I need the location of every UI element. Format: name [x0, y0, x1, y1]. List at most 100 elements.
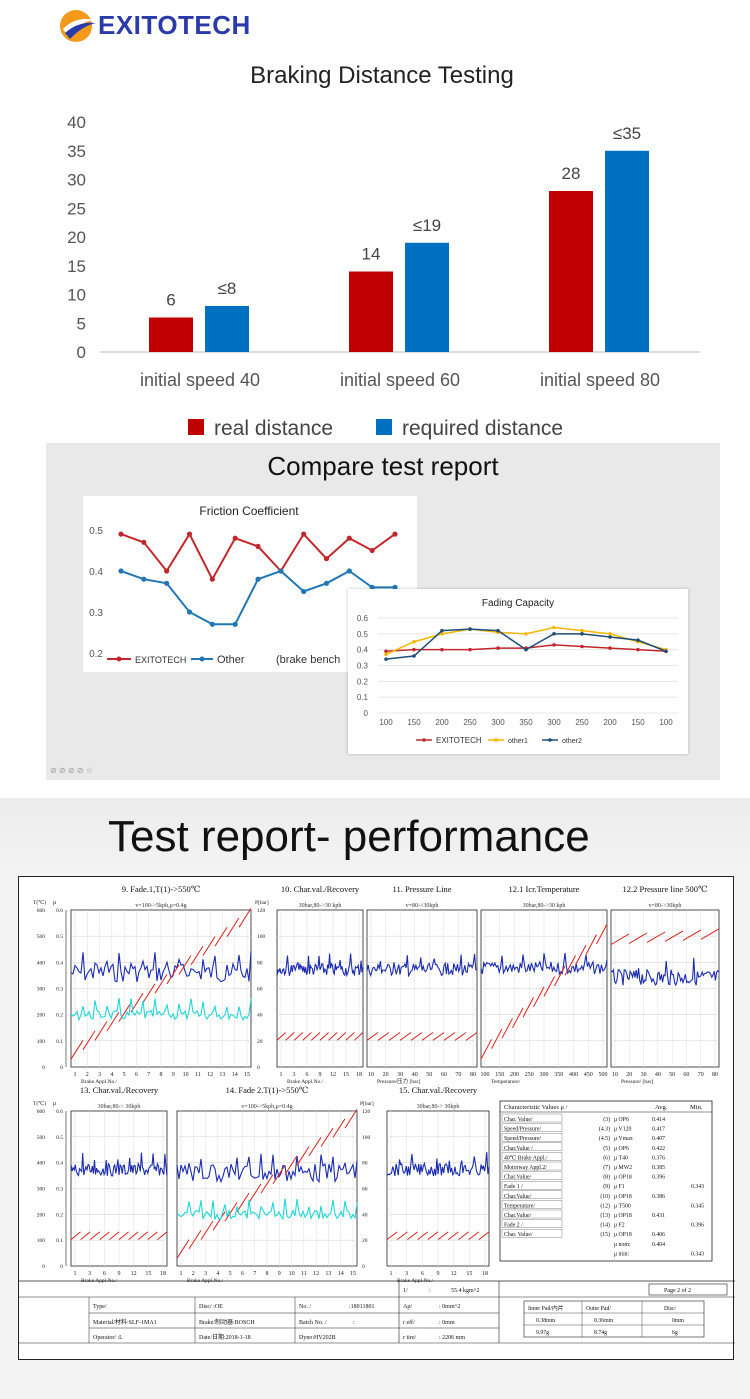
table-row-index: (5)	[603, 1145, 610, 1152]
fading-point	[440, 647, 444, 652]
t-tick-label: 300	[37, 1187, 46, 1193]
table-row-avg: 0.376	[652, 1155, 665, 1161]
fading-point	[552, 632, 556, 636]
table-cell-box	[501, 1142, 563, 1151]
pad-table-cell: 0.38mm	[536, 1318, 556, 1324]
table-header-avg: Avg.	[655, 1104, 668, 1111]
table-row-avg: 0.385	[652, 1165, 665, 1171]
mu-trace	[386, 1152, 490, 1177]
compare-report-title: Compare test report	[267, 451, 499, 481]
performance-title: Test report- performance	[108, 812, 590, 861]
footer-disc: Disc/ :OE	[199, 1304, 223, 1310]
fading-legend-marker-1	[422, 738, 426, 742]
t-tick-label: 0	[42, 1065, 45, 1071]
fading-point	[664, 649, 668, 654]
x-tick-label: 1	[74, 1271, 77, 1277]
x-tick-label: 10	[289, 1271, 295, 1277]
fading-point	[552, 643, 556, 647]
friction-point	[141, 539, 147, 545]
table-row-symbol: μ Vmax	[614, 1136, 633, 1142]
table-row-index: (4.3)	[599, 1126, 610, 1133]
fading-legend-marker-3	[548, 738, 552, 742]
fading-point	[468, 627, 472, 631]
friction-y-tick: 0.5	[89, 526, 103, 537]
table-row-name: Speed/Pressure/	[504, 1127, 541, 1133]
fading-point	[608, 635, 612, 639]
temperature-trace	[70, 1231, 168, 1240]
bar-required-1	[205, 306, 249, 352]
table-row-index: (15)	[600, 1231, 610, 1238]
friction-point	[278, 568, 284, 574]
x-tick-label: 6	[135, 1072, 138, 1078]
friction-y-tick: 0.4	[89, 567, 103, 578]
footer-ap-value: : 0mm^2	[439, 1304, 460, 1310]
x-tick-label: 250	[525, 1072, 534, 1078]
friction-point	[186, 531, 193, 537]
x-tick-label: 14	[232, 1072, 238, 1078]
top-panel-title: 10. Char.val./Recovery	[281, 884, 360, 894]
x-tick-label: 4	[216, 1271, 219, 1277]
table-row-name: Motorway Appl.2/	[504, 1165, 547, 1171]
friction-y-tick: 0.3	[89, 608, 103, 619]
x-tick-label: 6	[241, 1271, 244, 1277]
footer-inertia-value: 55.4 kgm^2	[451, 1288, 479, 1294]
fading-point	[580, 644, 584, 649]
friction-point	[346, 568, 352, 574]
logo-mark-icon	[60, 10, 96, 42]
x-tick-label: 8	[160, 1072, 163, 1078]
fading-point	[580, 628, 584, 633]
p-tick-label: 60	[362, 1187, 368, 1193]
table-cell-box	[501, 1161, 563, 1171]
table-row-symbol: μ OP6	[614, 1146, 629, 1152]
footer-type: Type/	[93, 1304, 107, 1310]
bar-real-1	[149, 317, 193, 352]
table-row-symbol: μ F2	[614, 1223, 625, 1229]
table-row-avg: 0.417	[652, 1127, 665, 1133]
x-tick-label: 12	[330, 1072, 336, 1078]
table-row-min: 0.345	[691, 1203, 704, 1209]
table-row-index: (12)	[600, 1202, 610, 1209]
p-tick-label: 120	[257, 908, 266, 914]
p-axis-label: P[bar]	[360, 1101, 374, 1107]
table-row-name: Char.Value/	[504, 1213, 532, 1219]
x-tick-label: 10	[183, 1072, 189, 1078]
table-row-index: (6)	[603, 1154, 610, 1161]
friction-point	[232, 535, 238, 541]
fading-capacity-chart: Fading Capacity 0 0.1 0.2 0.3 0.4 0.5 0.6 100 150…	[357, 598, 678, 745]
bar-required-2	[405, 242, 449, 352]
braking-chart-title: Braking Distance Testing	[250, 62, 514, 89]
fading-point	[496, 646, 500, 650]
t-tick-label: 600	[37, 1109, 46, 1115]
fading-y-tick: 0.6	[357, 614, 369, 623]
y-tick-label: 30	[67, 171, 86, 190]
fading-x-tick: 100	[379, 718, 393, 727]
x-tick-label: 200	[510, 1072, 519, 1078]
logo	[56, 6, 286, 46]
x-tick-label: 70	[455, 1072, 461, 1078]
fading-x-tick: 300	[547, 718, 561, 727]
footer-operator: Operator/ :L	[93, 1335, 123, 1341]
x-tick-label: 15	[350, 1271, 356, 1277]
fading-point	[440, 628, 444, 633]
friction-point	[164, 580, 170, 586]
friction-point	[118, 531, 124, 537]
friction-point	[141, 576, 147, 582]
table-row-avg: 0.404	[652, 1242, 665, 1248]
fading-point	[496, 628, 500, 633]
bottom-panel-3: 15. Char.val./Recovery 30bar,80-> 30kph 1 3…	[386, 1085, 490, 1284]
table-row-min: 0.343	[691, 1184, 704, 1190]
mu-axis-label: μ	[53, 1101, 56, 1107]
friction-y-tick: 0.2	[89, 649, 103, 660]
top-panel-title: 12.2 Pressure line 500℃	[622, 884, 707, 894]
footer-dyno: Dyno:HV202B	[299, 1335, 336, 1341]
fading-point	[608, 646, 612, 650]
x-axis-label: Pressure/ [bar]	[621, 1079, 653, 1085]
top-panel-title: 12.1 Icr.Temperature	[509, 884, 580, 894]
bar-required-3	[605, 150, 649, 352]
friction-point	[323, 556, 330, 562]
x-tick-label: 50	[426, 1072, 432, 1078]
x-tick-label: 12	[207, 1072, 213, 1078]
table-row-name: 40℃ Brake Appl./	[504, 1154, 548, 1161]
mu-trace	[610, 957, 720, 987]
p-tick-label: 120	[362, 1109, 371, 1115]
